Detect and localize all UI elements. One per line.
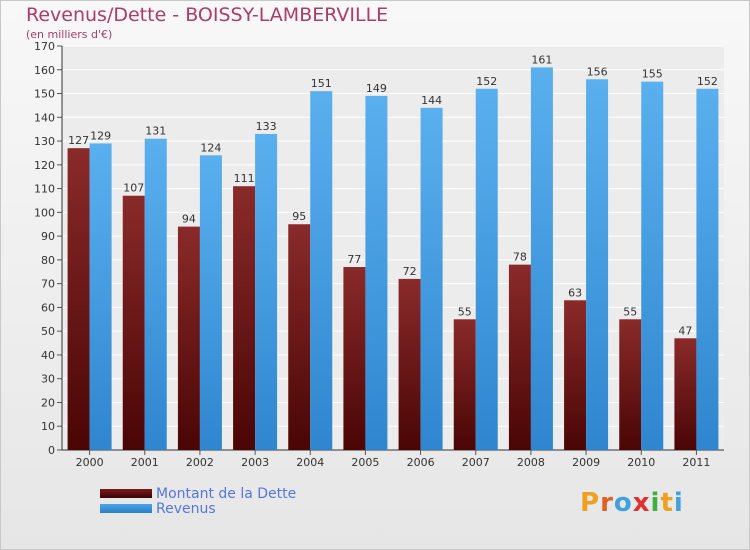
x-tick-label: 2004 <box>296 456 324 469</box>
data-label-dette: 111 <box>234 172 255 185</box>
logo-letter: x <box>632 488 651 518</box>
logo-letter: o <box>613 488 633 518</box>
bar-dette <box>508 264 531 450</box>
y-tick-label: 10 <box>41 420 55 433</box>
logo-letter: t <box>660 488 674 518</box>
y-tick-label: 40 <box>41 349 55 362</box>
data-label-dette: 95 <box>292 210 306 223</box>
y-tick-label: 90 <box>41 230 55 243</box>
data-label-revenus: 155 <box>642 68 663 81</box>
y-tick-label: 100 <box>34 206 55 219</box>
bar-revenus <box>199 155 222 451</box>
data-label-revenus: 131 <box>145 125 166 138</box>
logo-letter: i <box>650 488 661 518</box>
y-tick-label: 70 <box>41 278 55 291</box>
bar-dette <box>398 278 421 450</box>
y-tick-label: 50 <box>41 325 55 338</box>
data-label-dette: 55 <box>458 305 472 318</box>
bar-revenus <box>586 79 609 450</box>
legend-item-revenus: Revenus <box>100 500 296 517</box>
chart-title: Revenus/Dette - BOISSY-LAMBERVILLE <box>26 4 389 26</box>
x-tick-label: 2007 <box>462 456 490 469</box>
bar-dette <box>453 319 476 450</box>
legend: Montant de la Dette Revenus <box>100 485 297 517</box>
bar-dette <box>67 148 90 450</box>
x-tick-label: 2003 <box>241 456 269 469</box>
y-tick-label: 130 <box>34 135 55 148</box>
data-label-revenus: 152 <box>476 75 497 88</box>
x-tick-label: 2011 <box>682 456 710 469</box>
bar-dette <box>177 226 200 450</box>
proxiti-logo: Proxiti <box>580 488 684 518</box>
bar-revenus <box>144 138 167 450</box>
data-label-revenus: 151 <box>311 77 332 90</box>
data-label-dette: 72 <box>403 265 417 278</box>
plot-area <box>62 46 724 450</box>
y-tick-label: 170 <box>34 40 55 53</box>
logo-letter: P <box>580 488 601 518</box>
bar-revenus <box>641 81 664 450</box>
data-label-dette: 77 <box>347 253 361 266</box>
x-tick-label: 2010 <box>627 456 655 469</box>
y-tick-label: 160 <box>34 64 55 77</box>
data-label-dette: 94 <box>182 213 196 226</box>
legend-label-revenus: Revenus <box>156 500 216 517</box>
x-tick-label: 2008 <box>517 456 545 469</box>
bar-revenus <box>530 67 553 450</box>
bar-dette <box>564 300 587 450</box>
data-label-dette: 63 <box>568 286 582 299</box>
x-tick-label: 2002 <box>186 456 214 469</box>
data-label-revenus: 129 <box>90 129 111 142</box>
bar-dette <box>343 267 366 450</box>
bar-revenus <box>255 133 278 450</box>
bar-revenus <box>696 88 719 450</box>
y-tick-label: 80 <box>41 254 55 267</box>
y-tick-label: 0 <box>48 444 55 457</box>
legend-item-dette: Montant de la Dette <box>100 485 297 502</box>
bar-dette <box>122 195 145 450</box>
data-label-revenus: 124 <box>200 141 221 154</box>
data-label-revenus: 156 <box>587 65 608 78</box>
bar-dette <box>288 224 311 450</box>
y-tick-label: 30 <box>41 373 55 386</box>
y-tick-label: 120 <box>34 159 55 172</box>
bar-revenus <box>420 107 443 450</box>
chart-subtitle: (en milliers d'€) <box>26 28 113 41</box>
data-label-dette: 127 <box>68 134 89 147</box>
legend-swatch-revenus <box>100 504 152 513</box>
bar-dette <box>674 338 697 450</box>
data-label-revenus: 152 <box>697 75 718 88</box>
x-tick-label: 2006 <box>407 456 435 469</box>
bar-revenus <box>365 95 388 450</box>
y-tick-label: 150 <box>34 88 55 101</box>
logo-letter: r <box>600 488 614 518</box>
data-label-dette: 107 <box>123 182 144 195</box>
y-tick-label: 110 <box>34 183 55 196</box>
y-tick-label: 60 <box>41 301 55 314</box>
bar-revenus <box>89 143 112 450</box>
x-tick-label: 2009 <box>572 456 600 469</box>
bar-revenus <box>310 91 333 450</box>
data-label-revenus: 149 <box>366 82 387 95</box>
data-label-revenus: 133 <box>256 120 277 133</box>
logo-letter: i <box>673 488 684 518</box>
bar-dette <box>619 319 642 450</box>
data-label-dette: 47 <box>678 324 692 337</box>
legend-label-dette: Montant de la Dette <box>156 485 297 502</box>
data-label-revenus: 161 <box>531 53 552 66</box>
bar-dette <box>233 186 256 450</box>
y-tick-label: 20 <box>41 396 55 409</box>
data-label-dette: 55 <box>623 305 637 318</box>
y-tick-label: 140 <box>34 111 55 124</box>
x-tick-label: 2000 <box>76 456 104 469</box>
legend-swatch-dette <box>100 489 152 498</box>
data-label-dette: 78 <box>513 251 527 264</box>
x-tick-label: 2005 <box>351 456 379 469</box>
bar-revenus <box>475 88 498 450</box>
data-label-revenus: 144 <box>421 94 442 107</box>
x-tick-label: 2001 <box>131 456 159 469</box>
